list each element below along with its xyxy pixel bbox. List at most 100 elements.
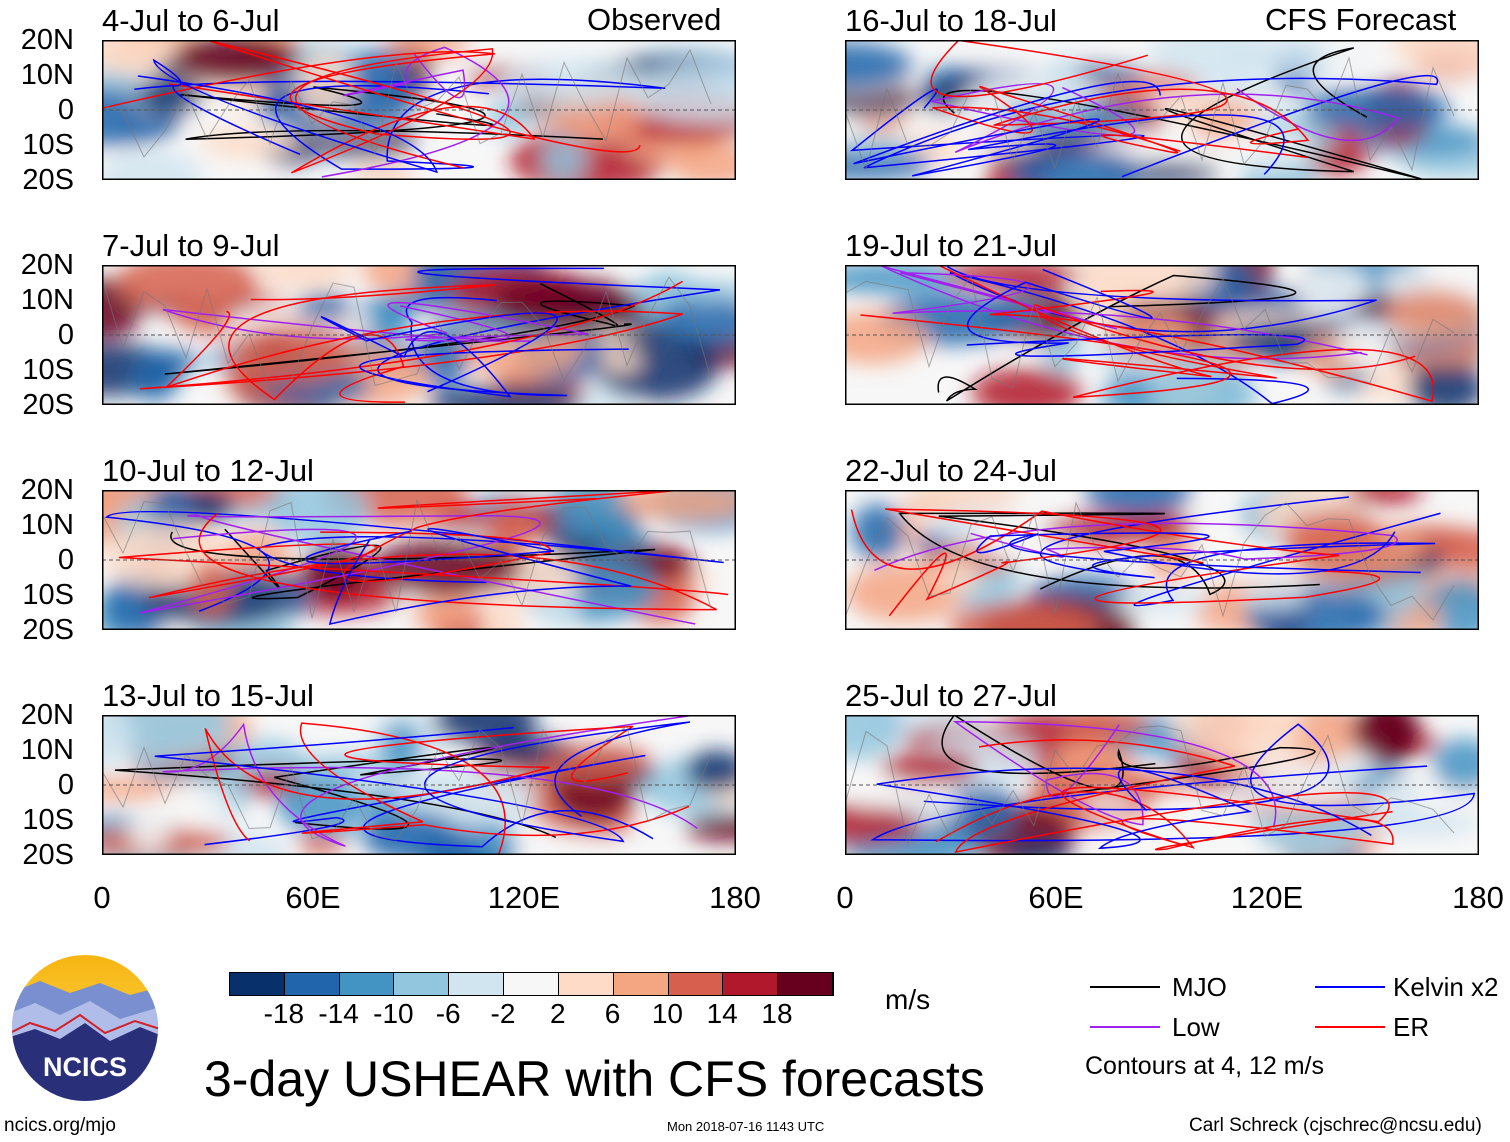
panel-frame — [845, 40, 1479, 180]
shear-blob — [599, 343, 640, 374]
panel-frame — [845, 490, 1479, 630]
colorbar-label: -2 — [490, 998, 516, 1029]
contour-line — [139, 280, 683, 390]
map-panel — [102, 490, 736, 630]
contour-line — [942, 47, 1422, 180]
shear-blob — [845, 310, 928, 365]
contour-line — [853, 80, 1285, 177]
lat-label: 0 — [57, 544, 74, 576]
ncics-logo: NCICS — [12, 955, 158, 1101]
shear-blob — [1408, 364, 1479, 405]
shear-blob — [102, 40, 184, 70]
colorbar-label: 2 — [550, 998, 566, 1029]
legend-label-er: ER — [1393, 1012, 1430, 1042]
panel-title: 4-Jul to 6-Jul — [102, 3, 280, 38]
contour-line — [134, 78, 666, 170]
shear-blob — [1084, 490, 1193, 516]
contour-line — [850, 509, 1380, 604]
contour-line — [932, 85, 1309, 159]
colorbar-label: 10 — [651, 998, 683, 1029]
legend-line-er — [1315, 1026, 1385, 1028]
header-forecast: CFS Forecast — [1265, 2, 1457, 37]
colorbar-swatch — [394, 973, 450, 995]
contour-line — [976, 531, 1421, 575]
shear-blob — [190, 560, 233, 621]
shear-blob — [916, 490, 1022, 514]
shear-blob — [1432, 738, 1479, 792]
shear-blob — [157, 782, 231, 826]
lat-label: 20N — [20, 24, 74, 56]
panel-title: 22-Jul to 24-Jul — [845, 453, 1057, 488]
shear-blob — [1040, 54, 1084, 124]
panel-title: 10-Jul to 12-Jul — [102, 453, 314, 488]
shear-blob — [1239, 584, 1308, 611]
colorbar-swatch — [230, 973, 285, 995]
colorbar-swatch — [558, 973, 614, 995]
shear-blob — [255, 265, 355, 291]
contour-line — [162, 715, 698, 847]
contour-line — [180, 86, 604, 140]
coastline — [845, 56, 1455, 172]
contour-line — [228, 284, 495, 403]
contour-line — [320, 312, 629, 398]
lat-label: 20N — [20, 699, 74, 731]
shear-blob — [1351, 715, 1419, 762]
shear-blob — [413, 592, 483, 630]
panel-title: 7-Jul to 9-Jul — [102, 228, 280, 263]
footer-timestamp: Mon 2018-07-16 1143 UTC — [667, 1119, 825, 1134]
logo-text: NCICS — [43, 1052, 127, 1082]
panel-title: 16-Jul to 18-Jul — [845, 3, 1057, 38]
shear-blob — [969, 40, 1026, 68]
shear-blob — [486, 99, 530, 136]
coastline — [102, 725, 712, 841]
shear-blob — [685, 750, 736, 791]
shear-blob — [1325, 40, 1392, 78]
contour-line — [876, 767, 1372, 850]
shear-blob — [845, 265, 968, 295]
panel-frame — [102, 40, 736, 180]
shear-blob — [304, 543, 368, 599]
lat-label: 10N — [20, 284, 74, 316]
shear-blob — [1148, 40, 1278, 81]
contour-line — [204, 754, 654, 848]
colorbar-swatch — [284, 973, 340, 995]
coastline — [102, 48, 712, 158]
colorbar-label: 18 — [761, 998, 793, 1029]
figure-title: 3-day USHEAR with CFS forecasts — [204, 1051, 985, 1107]
shear-blob — [616, 490, 736, 521]
shear-blob — [172, 40, 299, 84]
colorbar-label: -10 — [373, 998, 414, 1029]
lat-label: 20S — [22, 839, 74, 871]
colorbar-swatch — [668, 973, 724, 995]
shear-blob — [102, 715, 134, 770]
contour-line — [870, 723, 1475, 842]
shear-blob — [685, 813, 736, 842]
shear-blob — [227, 325, 353, 385]
shear-blob — [1383, 288, 1479, 342]
lon-label: 60E — [285, 880, 341, 915]
shear-blob — [626, 63, 736, 124]
contour-line — [320, 490, 681, 583]
shear-blob — [845, 563, 964, 623]
shear-blob — [1304, 85, 1451, 132]
panel-frame — [845, 265, 1479, 405]
shear-blob — [948, 601, 1098, 630]
shear-blob — [934, 555, 981, 593]
shear-blob — [102, 149, 204, 180]
map-panel — [102, 715, 736, 855]
lon-label: 120E — [487, 880, 561, 915]
shear-blob — [1336, 318, 1388, 368]
map-panel — [102, 40, 736, 180]
lon-label: 0 — [836, 880, 854, 915]
coastline — [845, 501, 1455, 621]
contour-line — [139, 514, 696, 625]
colorbar-swatch — [778, 973, 833, 995]
footer-url: ncics.org/mjo — [4, 1115, 116, 1136]
lat-label: 10N — [20, 509, 74, 541]
contour-line — [881, 265, 1368, 360]
legend-label-kelvin: Kelvin x2 — [1393, 972, 1499, 1002]
colorbar-label: 14 — [706, 998, 738, 1029]
contour-line — [304, 527, 632, 626]
contour-line — [935, 791, 1394, 851]
shear-blob — [845, 715, 903, 761]
